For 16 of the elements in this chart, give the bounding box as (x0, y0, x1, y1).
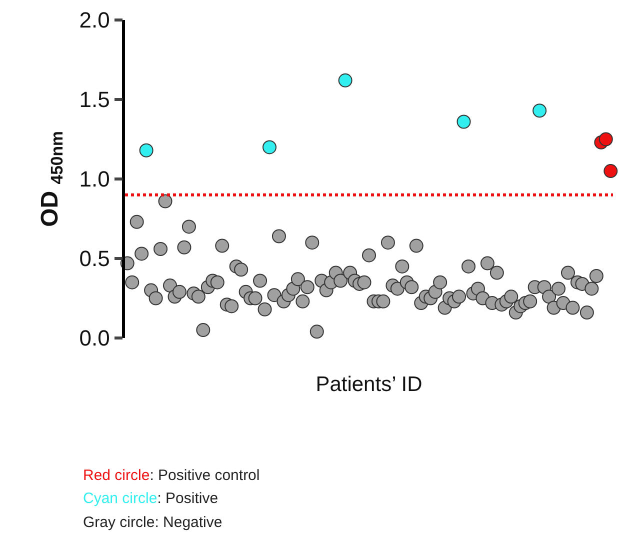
text: Gray circle: Negative (83, 514, 222, 531)
y-tick-label: 0.5 (79, 246, 110, 272)
point (604, 164, 618, 178)
y-tick-label: 0.0 (79, 326, 110, 351)
text: Red circle: Positive control (83, 467, 260, 484)
point (338, 73, 352, 88)
point (456, 114, 471, 129)
x-axis-title: Patients’ ID (316, 373, 422, 396)
point (139, 143, 154, 158)
point (598, 132, 613, 146)
point (262, 140, 276, 154)
text: Cyan circle: Positive (83, 490, 218, 507)
point (532, 104, 547, 118)
y-tick-label: 2.0 (79, 8, 110, 33)
y-tick-label: 1.5 (79, 87, 110, 112)
y-tick-label: 1.0 (79, 166, 110, 192)
